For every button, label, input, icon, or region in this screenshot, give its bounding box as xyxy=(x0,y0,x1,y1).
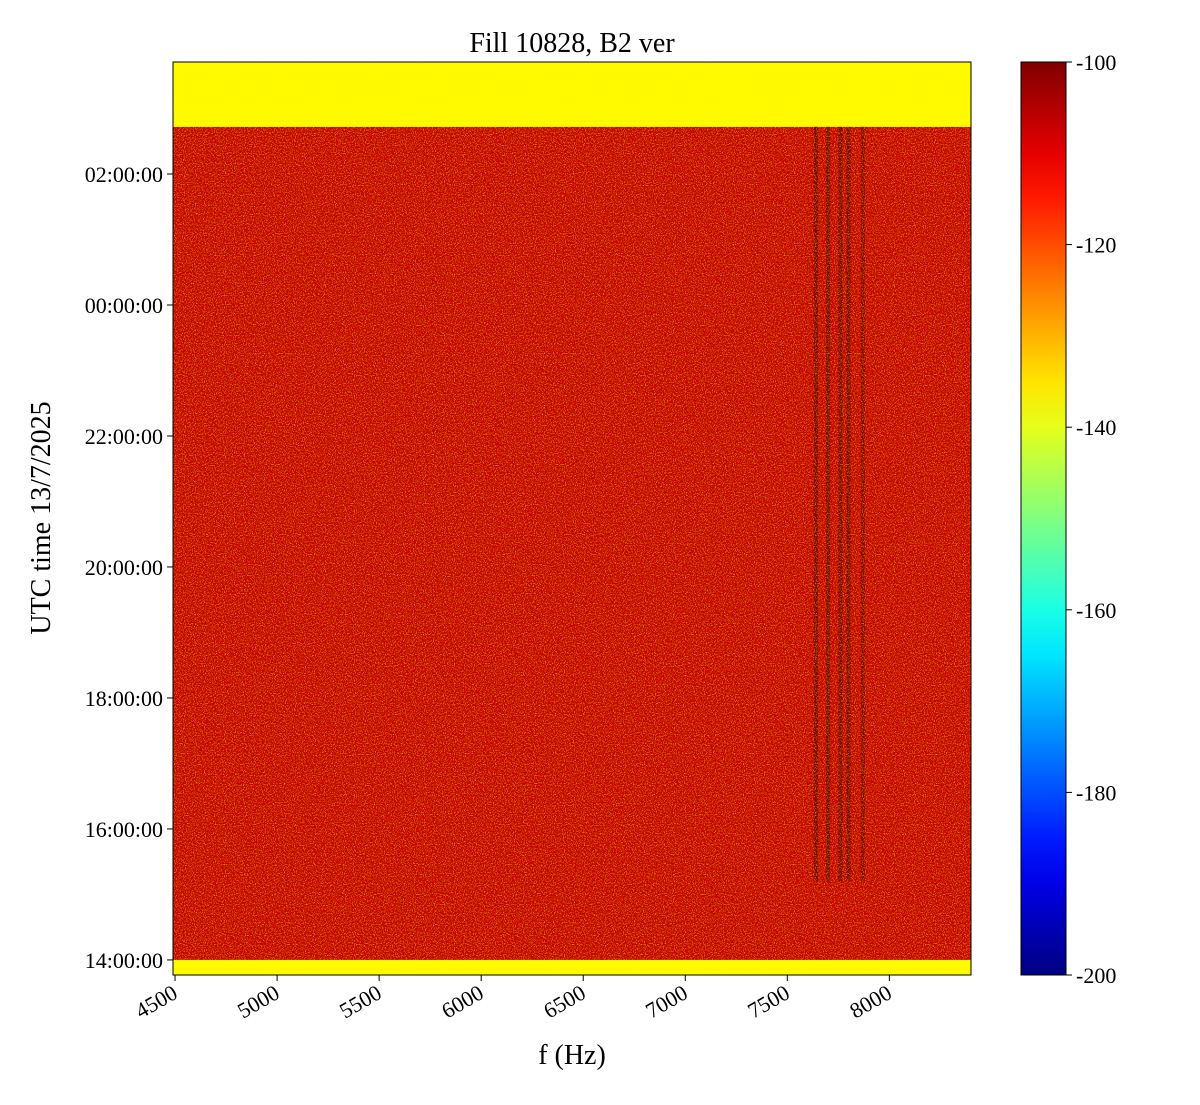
x-tick-label: 7000 xyxy=(641,980,692,1024)
chart-title: Fill 10828, B2 ver xyxy=(469,28,675,59)
plot-frame xyxy=(172,61,972,976)
x-tick-label: 6000 xyxy=(437,980,488,1024)
y-tick-label: 18:00:00 xyxy=(85,686,163,711)
x-axis-label: f (Hz) xyxy=(538,1040,606,1071)
y-tick-label: 02:00:00 xyxy=(85,162,163,187)
colorbar-tick-label: -180 xyxy=(1076,780,1116,805)
colorbar-tick-label: -100 xyxy=(1076,50,1116,75)
heatmap-cell xyxy=(826,126,831,882)
x-tick-label: 8000 xyxy=(845,980,896,1024)
y-tick-label: 16:00:00 xyxy=(85,817,163,842)
heatmap-cell xyxy=(173,62,971,127)
heatmap-cell xyxy=(813,126,818,882)
heatmap-cell xyxy=(846,126,851,882)
colorbar-tick-label: -160 xyxy=(1076,598,1116,623)
x-tick-label: 4500 xyxy=(131,980,182,1024)
y-tick-label: 00:00:00 xyxy=(85,293,163,318)
heatmap-cell xyxy=(838,126,843,882)
colorbar-tick-label: -140 xyxy=(1076,415,1116,440)
y-tick-label: 22:00:00 xyxy=(85,424,163,449)
heatmap-cell xyxy=(173,126,971,960)
x-tick-label: 5500 xyxy=(335,980,386,1024)
heatmap-cell xyxy=(860,126,865,882)
x-tick-label: 6500 xyxy=(539,980,590,1024)
heatmap xyxy=(173,62,971,975)
colorbar-tick-label: -120 xyxy=(1076,233,1116,258)
y-axis-label: UTC time 13/7/2025 xyxy=(26,401,57,634)
x-tick-label: 5000 xyxy=(233,980,284,1024)
heatmap-cell xyxy=(173,959,971,975)
y-tick-label: 14:00:00 xyxy=(85,948,163,973)
x-tick-label: 7500 xyxy=(743,980,794,1024)
colorbar-tick-label: -200 xyxy=(1076,963,1116,988)
colorbar xyxy=(1020,61,1067,976)
y-tick-label: 20:00:00 xyxy=(85,555,163,580)
